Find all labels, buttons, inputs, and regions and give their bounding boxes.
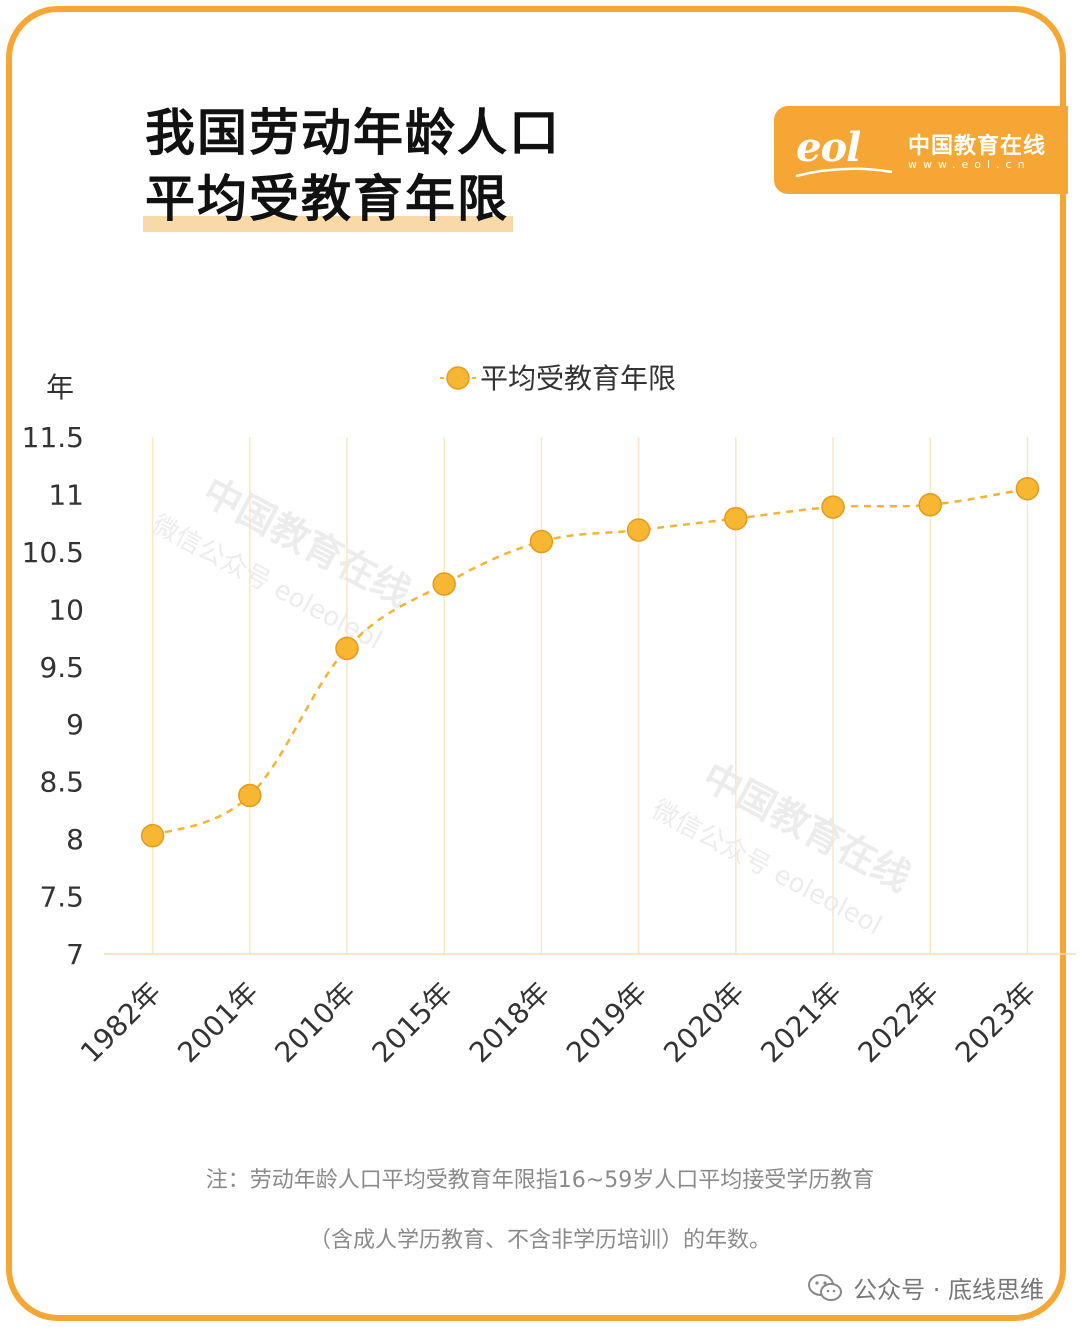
title-line-2: 平均受教育年限	[145, 170, 509, 228]
data-point	[626, 518, 651, 542]
y-tick-label: 7	[66, 938, 84, 971]
logo-url: www.eol.cn	[908, 158, 1031, 171]
y-tick-label: 11	[48, 478, 84, 511]
logo-mark: eol	[796, 124, 861, 171]
footer: 公众号 · 底线思维	[807, 1270, 1044, 1305]
y-tick-label: 9	[66, 708, 84, 741]
data-point	[529, 529, 554, 554]
x-axis: 1982年 2001年 2010年 2015年 2018年 2019年 2020年 2021年…	[74, 953, 1076, 1070]
data-point	[821, 495, 845, 519]
y-tick-label: 8	[66, 823, 84, 856]
legend: 平均受教育年限	[440, 362, 676, 395]
series-path	[152, 487, 1028, 837]
eol-logo: eol 中国教育在线 www.eol.cn	[774, 106, 1068, 194]
y-tick-label: 10	[48, 593, 84, 626]
y-tick-label: 8.5	[39, 766, 84, 799]
footer-text: 公众号 · 底线思维	[853, 1276, 1044, 1304]
series-line	[140, 476, 1040, 848]
data-point	[1015, 476, 1040, 501]
legend-label: 平均受教育年限	[480, 362, 676, 395]
x-tick-label: 2022年	[852, 976, 946, 1070]
data-point	[918, 493, 942, 517]
data-point	[238, 783, 262, 808]
y-axis: 11.5 11 10.5 10 9.5 9 8.5 8 7.5 7	[22, 421, 84, 971]
y-tick-label: 11.5	[22, 421, 84, 454]
title-highlight	[143, 216, 513, 232]
x-tick-label: 2001年	[171, 976, 265, 1070]
x-tick-label: 2018年	[463, 976, 557, 1070]
y-tick-label: 9.5	[39, 651, 84, 684]
x-tick-label: 2010年	[268, 976, 362, 1070]
note-line-1: 注：劳动年龄人口平均受教育年限指16~59岁人口平均接受学历教育	[205, 1168, 875, 1193]
title-line-2-wrap: 平均受教育年限	[143, 166, 513, 232]
data-point	[724, 506, 748, 531]
x-tick-label: 2020年	[657, 976, 751, 1070]
logo-swoosh-icon	[795, 167, 893, 178]
x-tick-label: 2023年	[949, 976, 1043, 1070]
y-tick-label: 10.5	[22, 536, 84, 569]
note-line-2: （含成人学历教育、不含非学历培训）的年数。	[308, 1228, 771, 1253]
data-point	[140, 823, 165, 848]
y-axis-label: 年	[46, 371, 74, 404]
logo-name: 中国教育在线	[908, 134, 1047, 159]
x-tick-label: 2015年	[366, 976, 460, 1070]
page-title: 我国劳动年龄人口 平均受教育年限	[143, 100, 561, 232]
x-tick-label: 2021年	[754, 976, 848, 1070]
x-tick-label: 2019年	[560, 976, 654, 1070]
x-tick-label: 1982年	[74, 976, 168, 1070]
title-line-1: 我国劳动年龄人口	[145, 104, 561, 162]
data-point	[432, 572, 456, 596]
data-point	[335, 636, 359, 661]
y-tick-label: 7.5	[39, 881, 84, 914]
wechat-icon	[808, 1273, 843, 1301]
